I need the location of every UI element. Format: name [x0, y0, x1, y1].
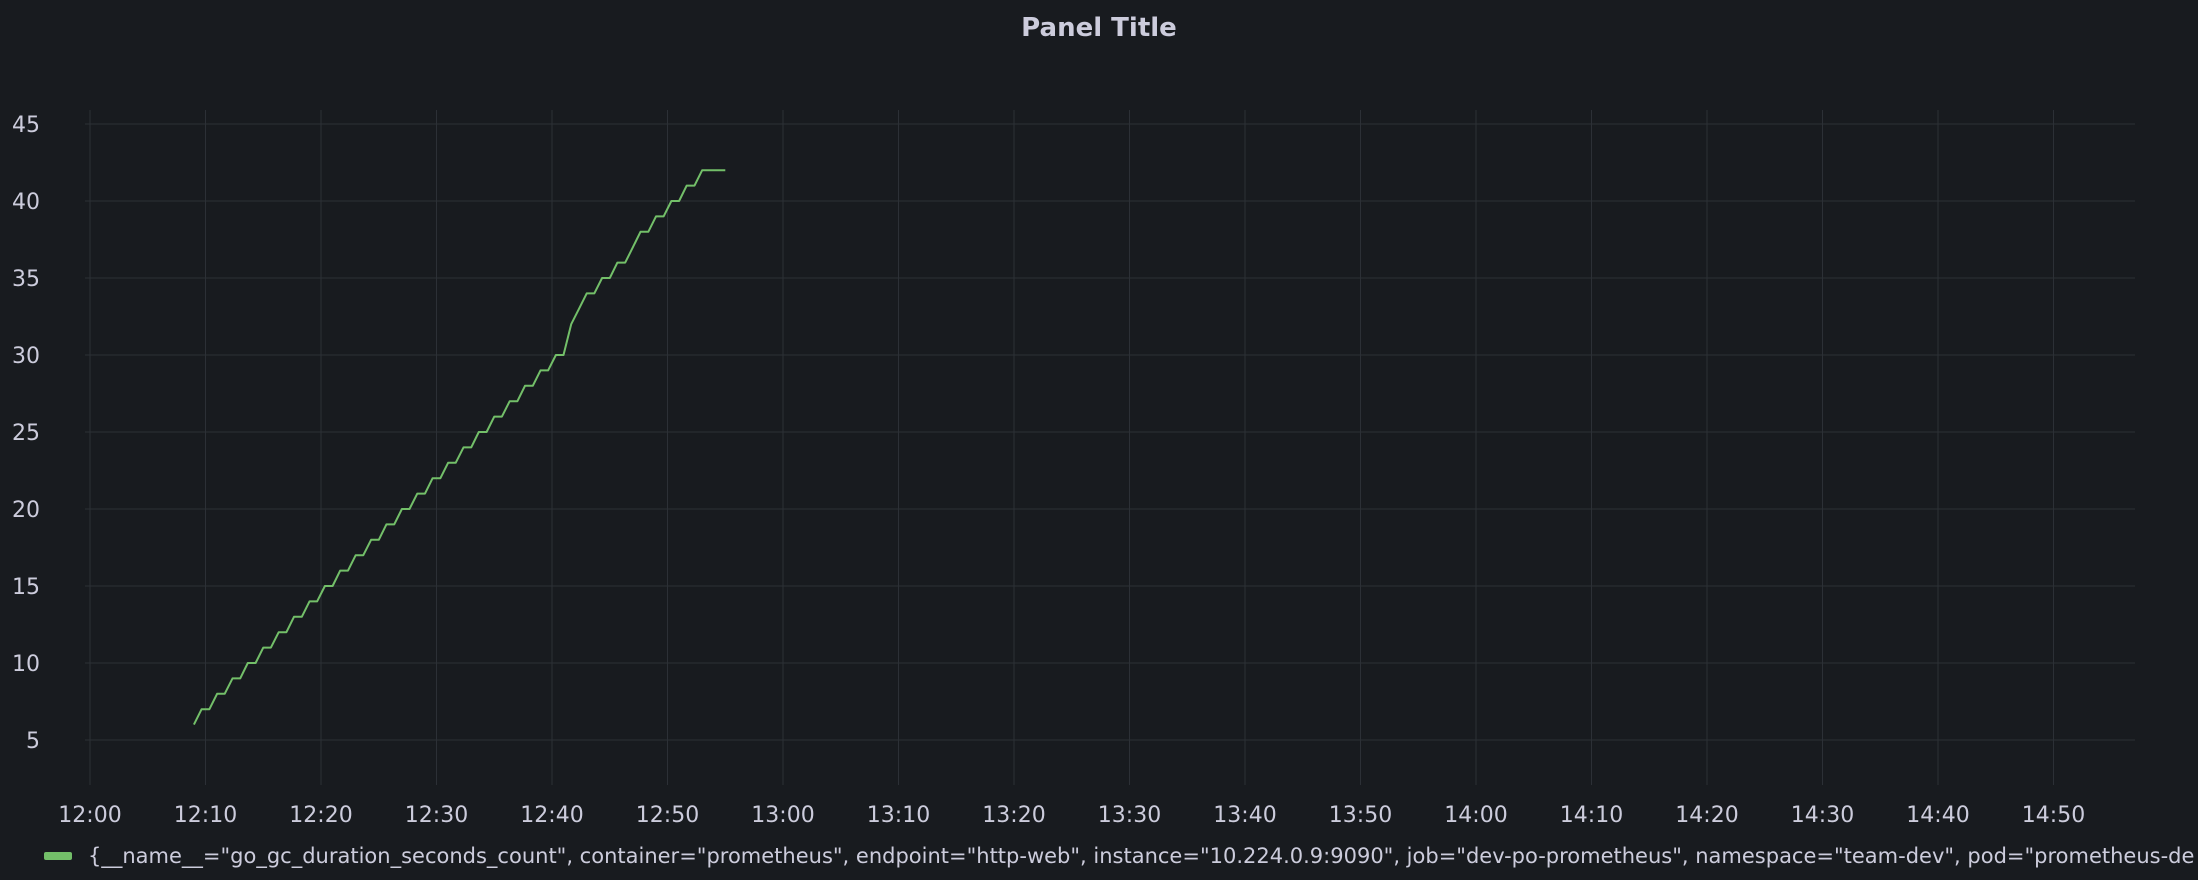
- x-tick-label: 14:50: [2022, 803, 2085, 828]
- x-tick-label: 13:20: [982, 803, 1045, 828]
- x-tick-label: 13:10: [867, 803, 930, 828]
- legend-series-label[interactable]: {__name__="go_gc_duration_seconds_count"…: [88, 844, 2194, 868]
- y-tick-label: 10: [12, 652, 40, 677]
- y-axis: 5 10 15 20 25 30 35 40 45: [12, 113, 40, 754]
- x-axis: 12:00 12:10 12:20 12:30 12:40 12:50 13:00 13:10…: [58, 803, 2085, 828]
- x-tick-label: 13:00: [751, 803, 814, 828]
- panel-title[interactable]: Panel Title: [1021, 13, 1177, 43]
- y-tick-label: 45: [12, 113, 40, 138]
- x-tick-label: 14:40: [1906, 803, 1969, 828]
- x-tick-label: 12:00: [58, 803, 121, 828]
- y-tick-label: 40: [12, 190, 40, 215]
- y-tick-label: 30: [12, 344, 40, 369]
- y-tick-label: 25: [12, 421, 40, 446]
- x-tick-label: 13:30: [1098, 803, 1161, 828]
- x-tick-label: 14:10: [1560, 803, 1623, 828]
- y-tick-label: 20: [12, 498, 40, 523]
- series-line-0[interactable]: [193, 169, 726, 726]
- x-tick-label: 12:20: [289, 803, 352, 828]
- legend-color-swatch[interactable]: [44, 852, 72, 860]
- plot-area[interactable]: [193, 169, 726, 726]
- legend: {__name__="go_gc_duration_seconds_count"…: [44, 836, 2194, 876]
- x-tick-label: 14:30: [1791, 803, 1854, 828]
- y-tick-label: 15: [12, 575, 40, 600]
- x-tick-label: 12:50: [636, 803, 699, 828]
- x-tick-label: 13:40: [1213, 803, 1276, 828]
- x-tick-label: 12:40: [520, 803, 583, 828]
- y-tick-label: 5: [26, 729, 40, 754]
- x-tick-label: 12:30: [405, 803, 468, 828]
- x-tick-label: 14:20: [1675, 803, 1738, 828]
- x-tick-label: 14:00: [1444, 803, 1507, 828]
- x-tick-label: 12:10: [174, 803, 237, 828]
- x-tick-label: 13:50: [1329, 803, 1392, 828]
- y-tick-label: 35: [12, 267, 40, 292]
- grid: [85, 110, 2135, 785]
